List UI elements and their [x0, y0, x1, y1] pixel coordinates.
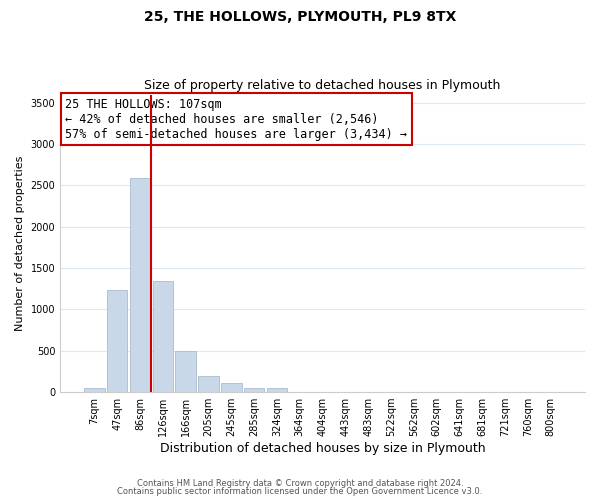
Text: Contains HM Land Registry data © Crown copyright and database right 2024.: Contains HM Land Registry data © Crown c…	[137, 478, 463, 488]
Bar	[152, 280, 173, 392]
Text: 25 THE HOLLOWS: 107sqm
← 42% of detached houses are smaller (2,546)
57% of semi-: 25 THE HOLLOWS: 107sqm ← 42% of detached…	[65, 98, 407, 140]
Bar	[130, 178, 150, 392]
Text: Contains public sector information licensed under the Open Government Licence v3: Contains public sector information licen…	[118, 487, 482, 496]
Bar	[175, 351, 196, 392]
Bar	[266, 388, 287, 392]
Title: Size of property relative to detached houses in Plymouth: Size of property relative to detached ho…	[145, 79, 501, 92]
X-axis label: Distribution of detached houses by size in Plymouth: Distribution of detached houses by size …	[160, 442, 485, 455]
Bar	[107, 290, 127, 392]
Y-axis label: Number of detached properties: Number of detached properties	[15, 156, 25, 331]
Bar	[244, 388, 265, 392]
Bar	[198, 376, 219, 392]
Bar	[221, 383, 242, 392]
Text: 25, THE HOLLOWS, PLYMOUTH, PL9 8TX: 25, THE HOLLOWS, PLYMOUTH, PL9 8TX	[144, 10, 456, 24]
Bar	[84, 388, 104, 392]
